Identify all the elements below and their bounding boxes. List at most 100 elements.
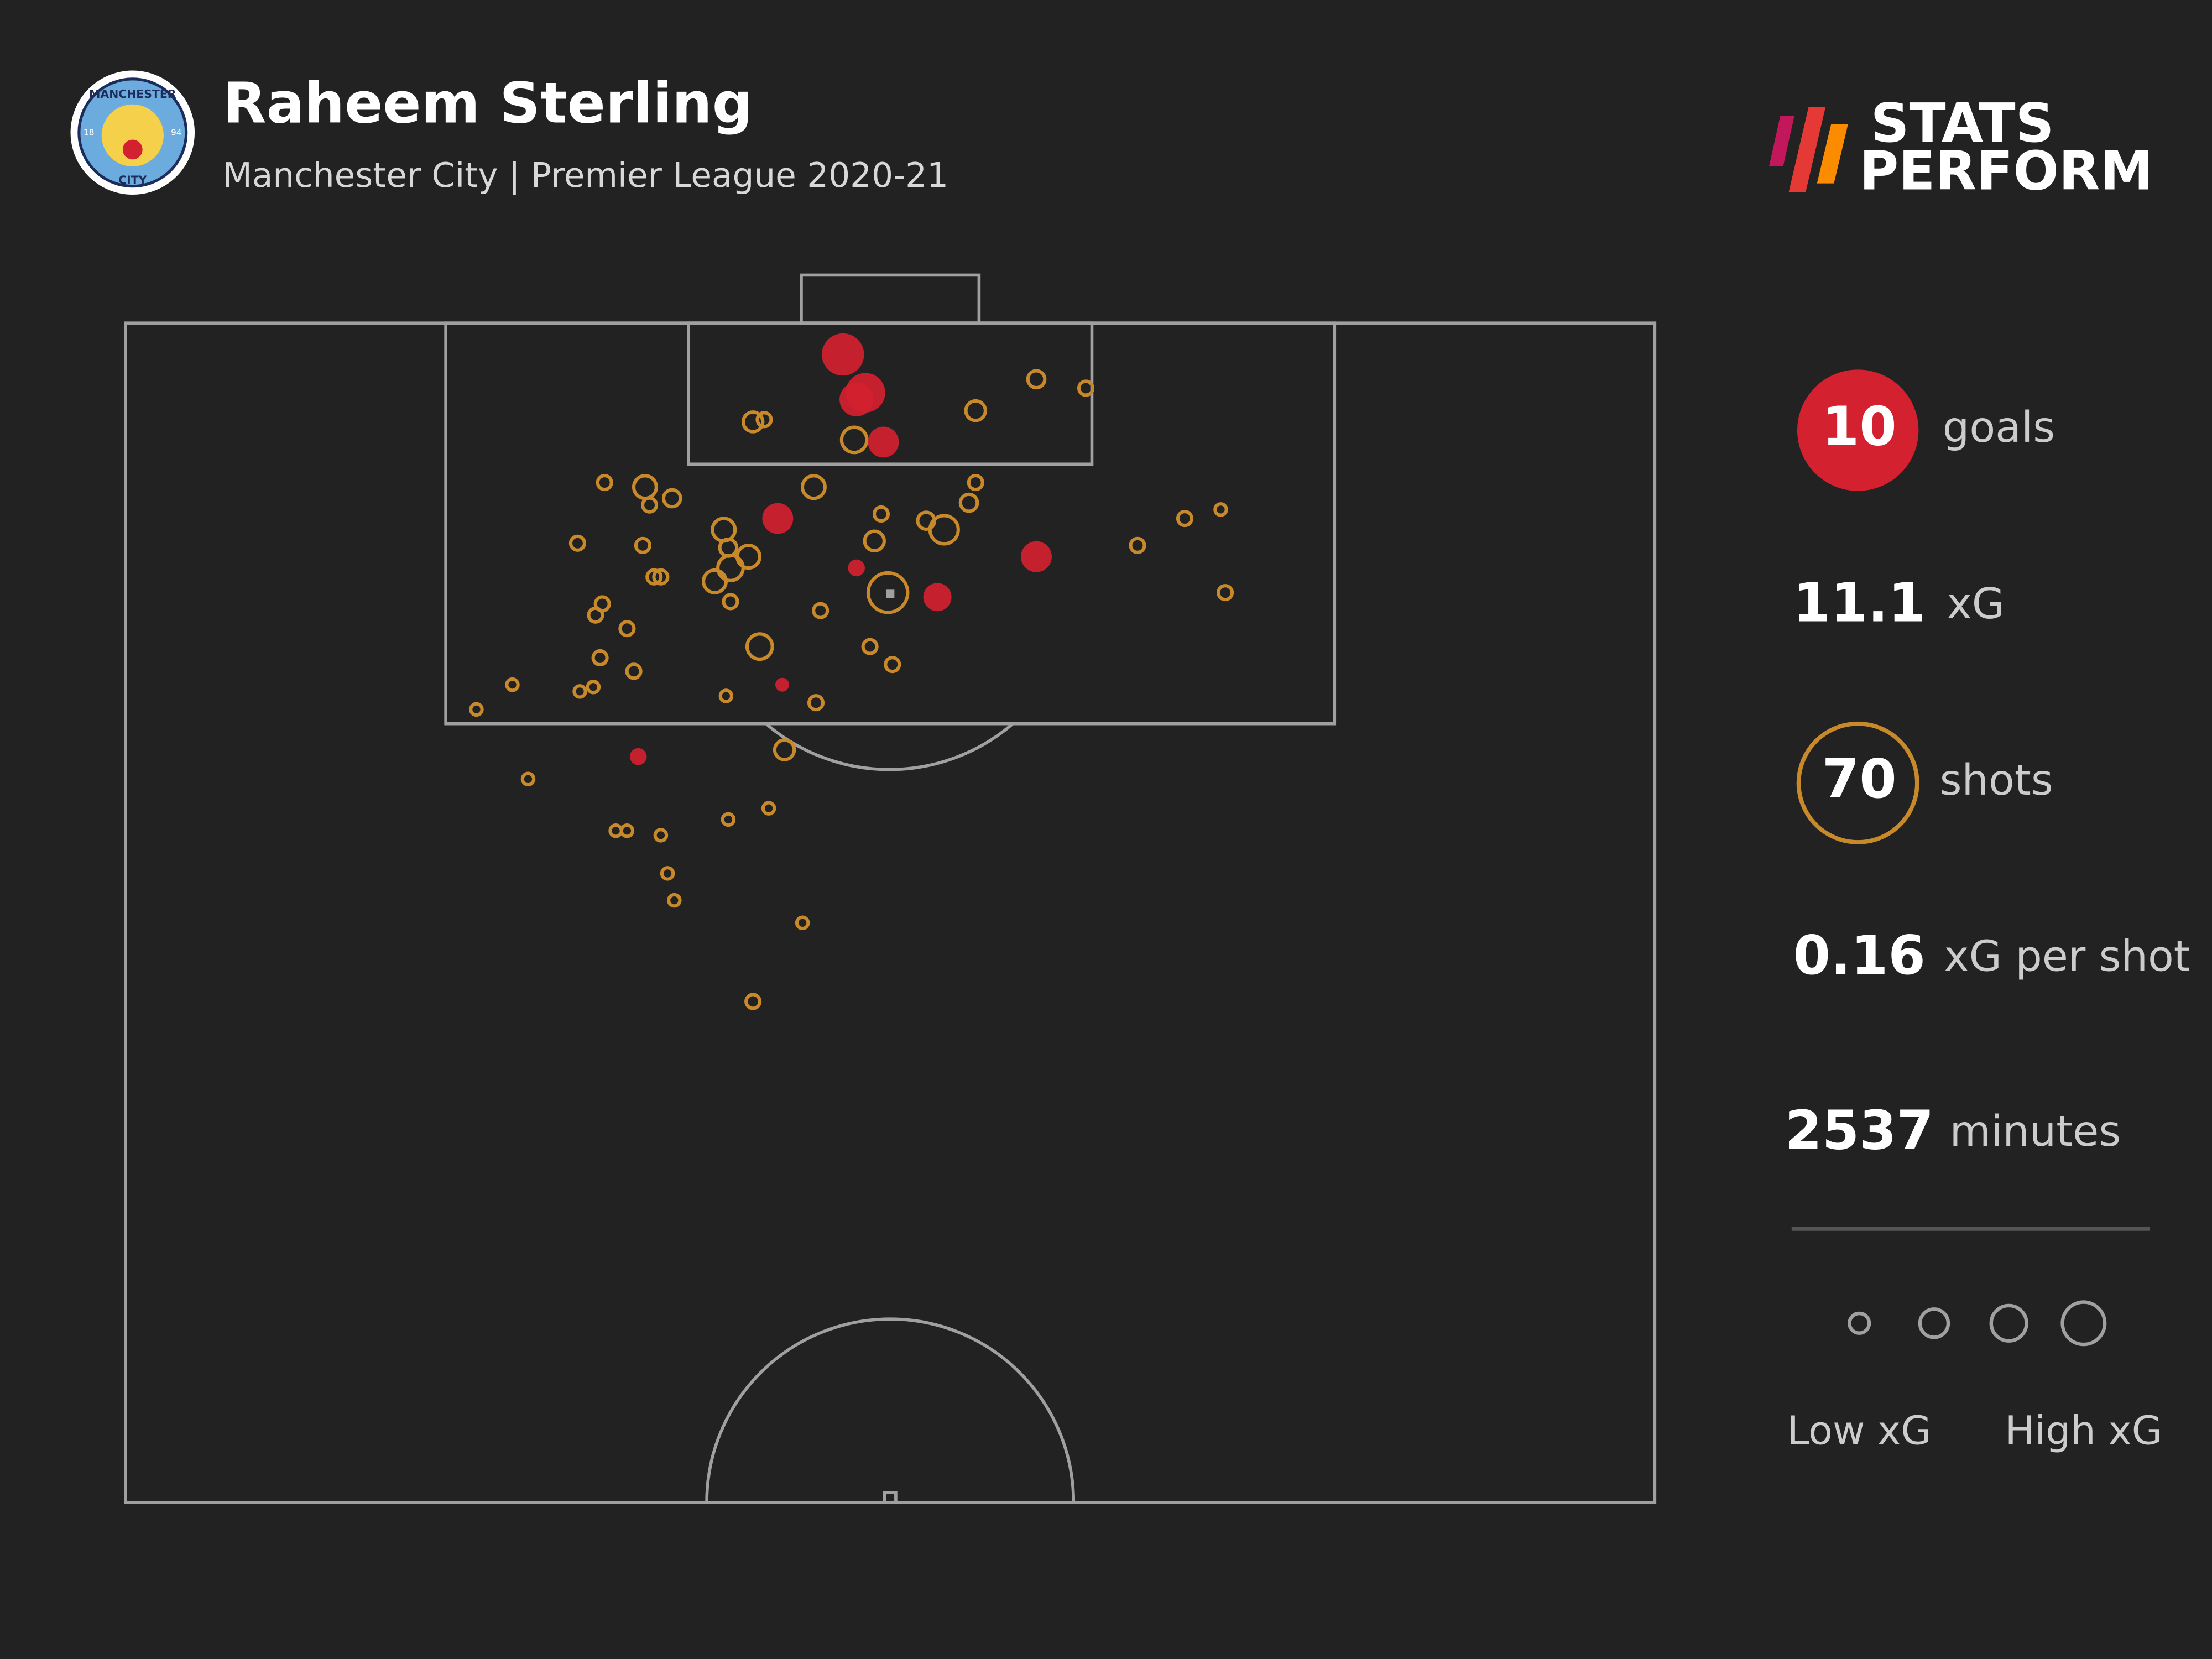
goal-shot	[762, 503, 794, 534]
shot	[967, 474, 984, 492]
shot	[1213, 502, 1228, 517]
stat-label: xG per shot	[1944, 932, 2190, 982]
goal-shot	[848, 559, 865, 577]
shot	[884, 656, 901, 674]
legend-circle	[1848, 1311, 1871, 1335]
goal-shot	[868, 426, 899, 458]
shot	[872, 505, 890, 523]
shot	[660, 866, 675, 881]
badge-text: 94	[171, 127, 181, 137]
shot	[587, 606, 604, 624]
shot	[839, 425, 869, 455]
size-legend: Low xG High xG	[1787, 1300, 2162, 1453]
badge-shield	[101, 104, 164, 167]
legend-circle	[1989, 1303, 2028, 1343]
shots	[469, 333, 1234, 1010]
shot	[641, 496, 659, 514]
shot	[505, 677, 520, 692]
badge-text: CITY	[118, 174, 147, 187]
shot	[625, 662, 643, 680]
centre-spot	[883, 1491, 898, 1504]
penalty-spot	[886, 589, 895, 598]
stat-label: xG	[1947, 580, 2005, 629]
stat-value: 10	[1822, 395, 1897, 457]
goal-shot	[629, 748, 647, 765]
shot	[469, 702, 484, 717]
legend-circle	[2060, 1300, 2107, 1347]
goal-shot	[923, 583, 952, 612]
shot	[652, 568, 670, 586]
shot	[619, 823, 635, 838]
shot	[755, 411, 773, 429]
shot	[812, 602, 830, 619]
shot	[520, 771, 536, 787]
badge-text: MANCHESTER	[89, 87, 176, 101]
shot	[795, 915, 810, 931]
shot	[741, 410, 765, 434]
shot	[1217, 584, 1234, 602]
shot	[1077, 379, 1095, 397]
badge-text: 18	[84, 127, 94, 137]
shot	[716, 554, 745, 582]
shot	[634, 536, 651, 554]
legend-label: Low xG	[1787, 1407, 1932, 1453]
legend-circle	[1918, 1307, 1950, 1339]
shot	[653, 828, 669, 843]
shot	[568, 534, 586, 552]
shot	[667, 893, 682, 908]
stat-value: 70	[1822, 748, 1897, 810]
penalty-arc	[765, 722, 1014, 771]
shot	[591, 649, 609, 667]
shot	[866, 571, 910, 614]
logo-slash	[1788, 107, 1826, 192]
shot	[773, 738, 796, 761]
shot	[863, 529, 886, 552]
stat-value: 2537	[1785, 1099, 1934, 1161]
shot	[572, 684, 587, 699]
shot	[718, 688, 734, 703]
shot	[744, 993, 762, 1010]
subtitle: Manchester City | Premier League 2020-21	[223, 156, 948, 195]
stat-label: shots	[1940, 756, 2053, 805]
shot	[958, 492, 979, 513]
stat-label: goals	[1943, 403, 2055, 452]
shot	[586, 679, 601, 695]
logo-slash	[1768, 116, 1794, 167]
title: Raheem Sterling	[223, 71, 753, 137]
shot	[1129, 536, 1146, 554]
logo-text: STATS	[1871, 92, 2054, 154]
goal	[800, 273, 981, 325]
shot	[745, 632, 774, 661]
shot	[807, 694, 825, 712]
goals-badge	[1797, 369, 1919, 491]
stat-label: minutes	[1950, 1107, 2121, 1156]
goal-shot	[839, 382, 874, 416]
legend-label: High xG	[2005, 1407, 2162, 1453]
stats: 10 goals 11.1 xG 70 shots 0.16 xG per shot 2537 m…	[1785, 395, 2190, 1161]
shot	[645, 568, 663, 586]
shot	[928, 514, 960, 546]
goal-shot	[822, 333, 864, 376]
shot	[800, 474, 827, 500]
logo: STATS PERFORM	[1768, 92, 2153, 202]
shot	[661, 488, 682, 509]
goal-shot	[1021, 541, 1052, 572]
stat-value: 0.16	[1793, 924, 1926, 987]
shot	[1026, 369, 1047, 390]
shot	[761, 801, 776, 816]
badge-rose	[122, 139, 143, 160]
goal-shot	[775, 677, 789, 692]
club-badge: MANCHESTER CITY 18 94	[70, 70, 195, 195]
shot	[721, 812, 736, 827]
shot	[596, 474, 613, 492]
shot	[861, 638, 879, 655]
shot	[618, 620, 636, 638]
stat-value: 11.1	[1793, 571, 1926, 634]
centre-circle	[705, 1317, 1076, 1503]
shot	[1176, 510, 1193, 528]
shots-badge	[1796, 721, 1919, 844]
shot	[964, 399, 987, 422]
